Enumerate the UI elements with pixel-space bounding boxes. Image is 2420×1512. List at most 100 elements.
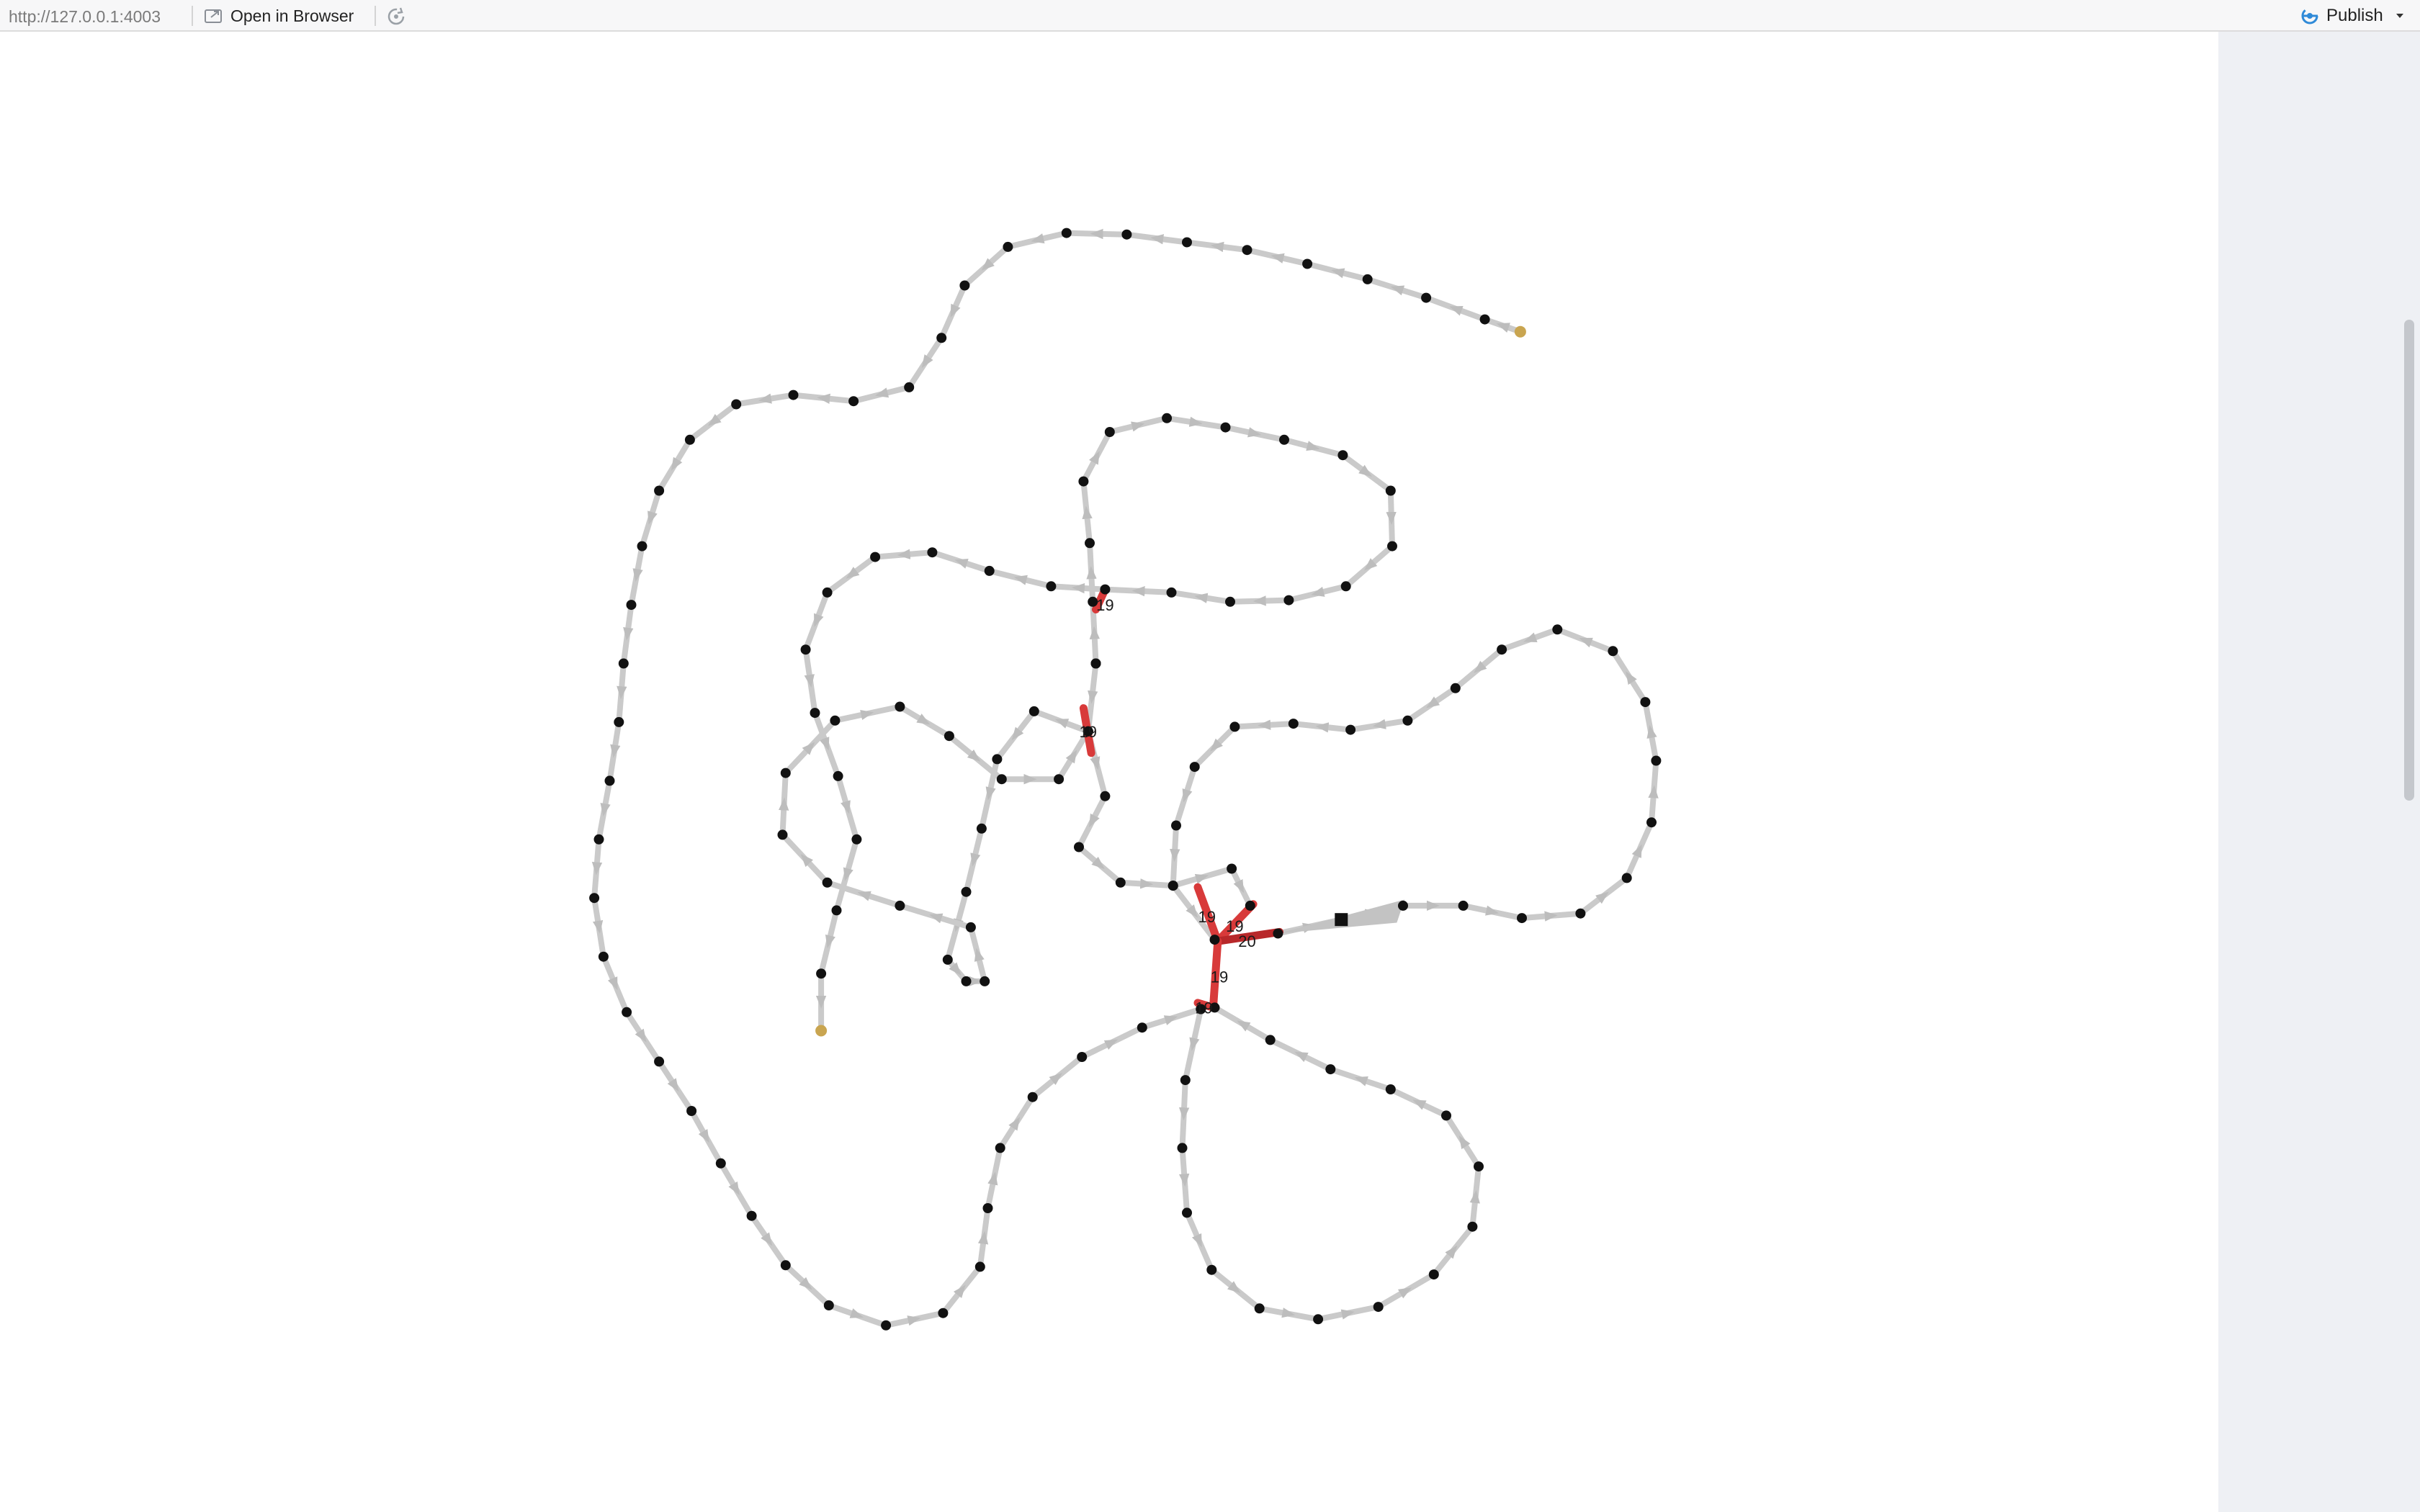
publish-button[interactable]: Publish: [2299, 4, 2405, 27]
node[interactable]: [1061, 228, 1072, 238]
open-in-browser-button[interactable]: Open in Browser: [203, 4, 354, 27]
node[interactable]: [1313, 1314, 1324, 1325]
node[interactable]: [654, 1056, 665, 1067]
node[interactable]: [1180, 1075, 1191, 1086]
node[interactable]: [831, 905, 842, 916]
node[interactable]: [1575, 908, 1586, 919]
node[interactable]: [938, 1308, 949, 1318]
node[interactable]: [980, 976, 990, 986]
node[interactable]: [593, 834, 604, 845]
node[interactable]: [936, 333, 947, 343]
node[interactable]: [944, 731, 954, 742]
node[interactable]: [1467, 1221, 1478, 1232]
node[interactable]: [1608, 646, 1618, 657]
node[interactable]: [1245, 900, 1255, 911]
endpoint-node[interactable]: [1514, 325, 1526, 338]
node[interactable]: [1450, 683, 1461, 693]
node[interactable]: [1242, 245, 1252, 256]
node[interactable]: [1458, 900, 1469, 911]
endpoint-node[interactable]: [815, 1025, 828, 1037]
node[interactable]: [1074, 842, 1084, 852]
node[interactable]: [1085, 538, 1095, 549]
node[interactable]: [816, 968, 827, 979]
node[interactable]: [1265, 1035, 1276, 1045]
node[interactable]: [830, 715, 841, 726]
node[interactable]: [895, 900, 905, 911]
node[interactable]: [1325, 1064, 1336, 1075]
node[interactable]: [1497, 644, 1507, 655]
node[interactable]: [777, 829, 788, 840]
node[interactable]: [1189, 762, 1200, 773]
node[interactable]: [976, 823, 987, 834]
node[interactable]: [992, 754, 1003, 765]
node[interactable]: [1100, 791, 1111, 801]
node[interactable]: [1121, 229, 1132, 240]
node[interactable]: [1441, 1110, 1451, 1121]
node[interactable]: [1046, 581, 1057, 592]
node[interactable]: [959, 280, 970, 291]
node[interactable]: [1225, 596, 1235, 607]
node[interactable]: [1273, 928, 1283, 939]
node[interactable]: [1054, 774, 1065, 785]
node[interactable]: [1137, 1022, 1147, 1033]
node[interactable]: [1171, 820, 1181, 831]
node[interactable]: [598, 951, 609, 962]
node[interactable]: [974, 1261, 985, 1272]
node[interactable]: [731, 399, 742, 410]
node[interactable]: [1279, 434, 1289, 445]
node[interactable]: [1373, 1302, 1384, 1313]
node[interactable]: [1168, 881, 1178, 891]
node[interactable]: [848, 396, 859, 407]
node[interactable]: [961, 976, 972, 986]
node[interactable]: [715, 1158, 726, 1169]
node[interactable]: [1479, 314, 1490, 325]
node[interactable]: [1227, 863, 1237, 874]
node[interactable]: [965, 922, 976, 932]
node[interactable]: [1621, 873, 1632, 883]
node[interactable]: [654, 485, 665, 496]
node[interactable]: [995, 1143, 1005, 1153]
node[interactable]: [618, 658, 629, 669]
node[interactable]: [1077, 1052, 1088, 1062]
node[interactable]: [1362, 274, 1373, 284]
node[interactable]: [1028, 706, 1039, 716]
node[interactable]: [780, 768, 791, 778]
node[interactable]: [1115, 877, 1126, 888]
node[interactable]: [1078, 476, 1089, 487]
node[interactable]: [626, 600, 637, 611]
node[interactable]: [881, 1320, 892, 1331]
node[interactable]: [1517, 913, 1527, 924]
node[interactable]: [1206, 1264, 1217, 1275]
node[interactable]: [833, 770, 843, 781]
node[interactable]: [800, 644, 811, 655]
node[interactable]: [1100, 584, 1111, 595]
node[interactable]: [684, 434, 695, 445]
node[interactable]: [1340, 581, 1351, 592]
node[interactable]: [614, 716, 624, 727]
node[interactable]: [1651, 755, 1662, 766]
refresh-icon[interactable]: [385, 5, 408, 28]
node[interactable]: [870, 552, 881, 562]
node[interactable]: [1003, 241, 1013, 252]
node[interactable]: [904, 382, 915, 392]
node[interactable]: [746, 1210, 757, 1221]
node[interactable]: [780, 1260, 791, 1271]
node[interactable]: [810, 708, 820, 719]
node[interactable]: [686, 1106, 697, 1116]
node[interactable]: [1646, 817, 1657, 828]
node[interactable]: [1385, 1084, 1396, 1094]
node[interactable]: [895, 701, 905, 712]
node[interactable]: [1640, 697, 1651, 708]
node[interactable]: [1182, 1207, 1192, 1218]
node[interactable]: [1345, 724, 1356, 735]
node[interactable]: [984, 565, 995, 576]
node[interactable]: [1387, 541, 1397, 552]
node[interactable]: [589, 893, 600, 904]
node[interactable]: [927, 547, 938, 558]
node[interactable]: [1288, 719, 1299, 729]
scrollbar-thumb[interactable]: [2404, 320, 2414, 801]
node[interactable]: [1283, 595, 1294, 606]
node[interactable]: [1229, 721, 1240, 732]
node[interactable]: [1162, 413, 1173, 423]
